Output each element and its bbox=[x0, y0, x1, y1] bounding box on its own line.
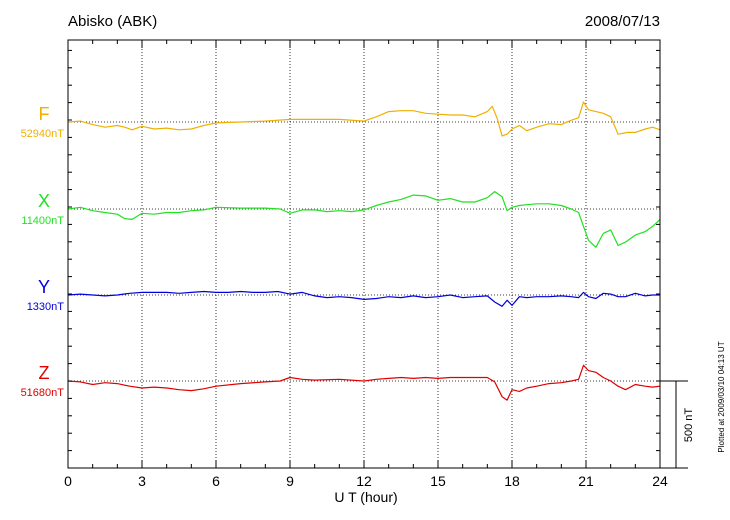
x-tick-label: 24 bbox=[652, 473, 668, 489]
x-axis-label: U T (hour) bbox=[334, 489, 397, 505]
series-line-F bbox=[67, 101, 661, 137]
x-tick-label: 18 bbox=[504, 473, 520, 489]
x-tick-label: 3 bbox=[138, 473, 146, 489]
series-line-Z bbox=[67, 364, 661, 401]
x-tick-label: 12 bbox=[356, 473, 372, 489]
x-tick-label: 21 bbox=[578, 473, 594, 489]
x-tick-label: 6 bbox=[212, 473, 220, 489]
scale-bar-label: 500 nT bbox=[683, 408, 695, 443]
x-tick-labels: 0 3 6 9 12 15 18 21 24 bbox=[64, 473, 668, 489]
x-tick-label: 0 bbox=[64, 473, 72, 489]
series-baseline-Y: 1330nT bbox=[27, 301, 65, 313]
series-lines bbox=[67, 101, 661, 401]
chart-date: 2008/07/13 bbox=[585, 13, 660, 30]
series-name-Z: Z bbox=[39, 363, 50, 383]
series-line-X bbox=[67, 191, 661, 248]
series-name-F: F bbox=[39, 104, 50, 124]
chart-title: Abisko (ABK) bbox=[68, 13, 157, 30]
series-line-Y bbox=[67, 290, 660, 307]
series-baseline-X: 11400nT bbox=[21, 215, 64, 227]
series-baseline-F: 52940nT bbox=[21, 128, 65, 140]
series-labels: F 52940nT X 11400nT Y 1330nT Z 51680nT bbox=[21, 104, 65, 399]
axis-ticks bbox=[67, 40, 661, 469]
plotted-at-note: Plotted at 2009/03/10 04:13 UT bbox=[717, 341, 726, 452]
x-tick-label: 15 bbox=[430, 473, 446, 489]
x-tick-label: 9 bbox=[286, 473, 294, 489]
series-name-X: X bbox=[38, 191, 50, 211]
series-baseline-Z: 51680nT bbox=[21, 387, 65, 399]
series-name-Y: Y bbox=[38, 277, 50, 297]
